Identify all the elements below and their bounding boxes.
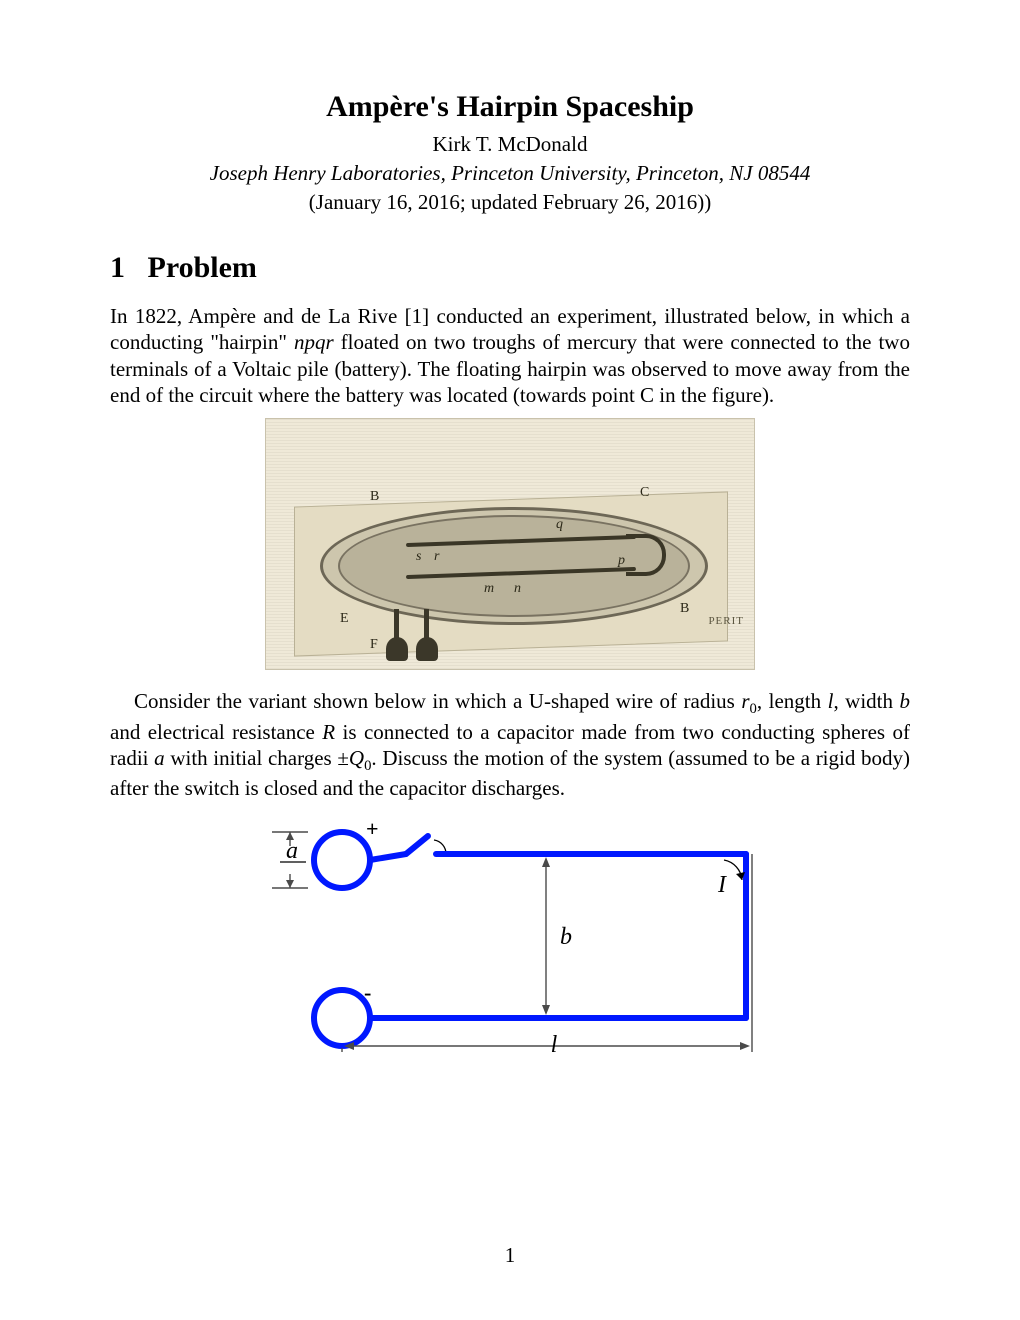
engraving-label-B: B [680,601,689,617]
dates: (January 16, 2016; updated February 26, … [110,190,910,215]
label-a: a [286,838,298,864]
engraving-label-p: p [618,553,625,569]
section-label: Problem [148,251,257,284]
label-b: b [560,924,572,950]
engraving: q p s r m n B C E F B PERIT [265,418,755,670]
engraving-label-E: E [340,611,349,627]
circuit-diagram: a b l I + - [250,810,770,1070]
lead-top [370,854,406,860]
section-number: 1 [110,251,125,284]
label-I: I [717,872,727,898]
section-heading: 1 Problem [110,251,910,285]
engraving-label-r: r [434,549,439,565]
hairpin-arc [626,534,666,576]
sphere-top [314,832,370,888]
label-plus: + [366,816,379,841]
engraving-label-m: m [484,581,494,597]
dim-l-arrowhead-right [740,1042,750,1050]
sphere-bottom [314,990,370,1046]
dim-b-arrowhead-dn [542,1005,550,1015]
label-l: l [551,1032,558,1058]
dim-b-arrowhead-up [542,857,550,867]
engraving-label-F: F [370,637,378,653]
author: Kirk T. McDonald [110,132,910,157]
affiliation: Joseph Henry Laboratories, Princeton Uni… [110,161,910,186]
engraving-label-q: q [556,517,563,533]
engraving-label-n: n [514,581,521,597]
circuit-diagram-wrap: a b l I + - [110,810,910,1070]
label-minus: - [364,980,371,1005]
engraving-label-C: C [640,485,649,501]
paragraph-1: In 1822, Ampère and de La Rive [1] condu… [110,303,910,408]
terminal-1 [386,637,408,661]
terminal-2 [416,637,438,661]
engraving-signature: PERIT [708,615,744,627]
engraving-label-B-topleft: B [370,489,379,505]
page-title: Ampère's Hairpin Spaceship [110,90,910,124]
switch-blade [406,836,428,854]
dim-a-arrowhead-dn [286,880,294,888]
paragraph-2: Consider the variant shown below in whic… [110,688,910,802]
engraving-figure: q p s r m n B C E F B PERIT [110,418,910,670]
para1-hairpin-label: npqr [294,330,334,354]
page-number: 1 [0,1243,1020,1268]
engraving-label-s: s [416,549,421,565]
